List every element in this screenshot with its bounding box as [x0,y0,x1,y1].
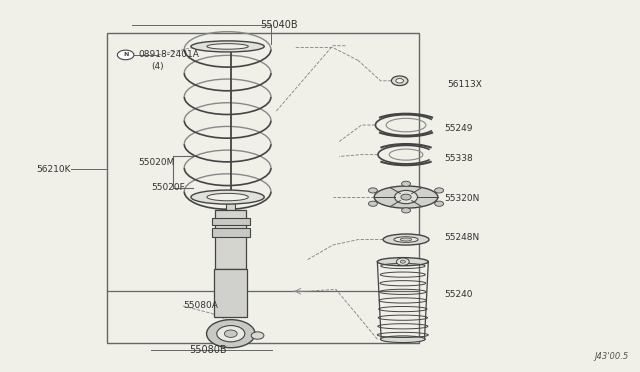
Text: N: N [123,52,129,57]
Text: 55249: 55249 [444,124,473,133]
Circle shape [207,320,255,348]
Ellipse shape [380,336,425,343]
Bar [212,218,250,225]
Text: 55020M: 55020M [138,157,175,167]
Circle shape [369,188,378,193]
Circle shape [396,258,409,265]
Bar [216,210,246,269]
Text: 55080A: 55080A [183,301,218,311]
Circle shape [392,76,408,86]
Text: 56113X: 56113X [447,80,483,89]
Text: 55040B: 55040B [260,20,298,31]
Ellipse shape [394,237,418,242]
Circle shape [400,260,405,263]
Circle shape [369,201,378,206]
Bar [106,33,419,343]
Ellipse shape [191,41,264,52]
Circle shape [217,326,245,342]
Circle shape [251,332,264,339]
Circle shape [117,50,134,60]
Bar [212,228,250,237]
Text: 56210K: 56210K [36,165,71,174]
Circle shape [394,190,417,204]
Circle shape [225,330,237,337]
Text: J43'00.5: J43'00.5 [595,352,629,361]
Text: 55240: 55240 [444,291,473,299]
Ellipse shape [207,193,248,201]
Text: 55020F: 55020F [151,183,185,192]
Circle shape [435,201,444,206]
Ellipse shape [191,190,264,204]
Text: 55080B: 55080B [189,345,227,355]
Text: (4): (4) [151,61,164,71]
Circle shape [435,188,444,193]
Ellipse shape [383,234,429,245]
Text: 55320N: 55320N [444,195,479,203]
Ellipse shape [207,44,248,49]
Bar [227,203,236,210]
Text: 55338: 55338 [444,154,473,163]
Ellipse shape [378,258,428,266]
Ellipse shape [374,186,438,208]
Bar [214,269,247,317]
Circle shape [401,208,410,213]
Circle shape [401,181,410,186]
Text: 08918-2401A: 08918-2401A [138,51,199,60]
Ellipse shape [400,238,412,241]
Circle shape [396,78,403,83]
Circle shape [401,194,411,200]
Text: 55248N: 55248N [444,233,479,242]
